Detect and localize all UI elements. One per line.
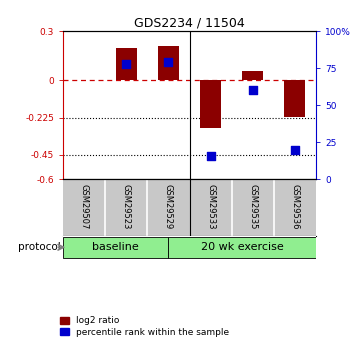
Text: GSM29523: GSM29523 bbox=[122, 184, 131, 229]
Text: GSM29507: GSM29507 bbox=[80, 184, 89, 229]
FancyBboxPatch shape bbox=[169, 237, 316, 258]
Bar bbox=[242, 71, 263, 80]
Legend: log2 ratio, percentile rank within the sample: log2 ratio, percentile rank within the s… bbox=[61, 316, 229, 337]
Point bbox=[208, 153, 213, 158]
Text: baseline: baseline bbox=[92, 242, 139, 252]
Bar bbox=[284, 80, 305, 117]
Text: 20 wk exercise: 20 wk exercise bbox=[201, 242, 283, 252]
Text: protocol: protocol bbox=[18, 242, 61, 252]
Text: GSM29533: GSM29533 bbox=[206, 184, 215, 229]
Text: GSM29536: GSM29536 bbox=[290, 184, 299, 229]
Point bbox=[123, 61, 129, 67]
Bar bbox=[158, 46, 179, 80]
Bar bbox=[200, 80, 221, 128]
Title: GDS2234 / 11504: GDS2234 / 11504 bbox=[134, 17, 245, 30]
Point bbox=[292, 147, 298, 152]
Bar bbox=[116, 48, 137, 80]
Point bbox=[250, 88, 256, 93]
Point bbox=[166, 59, 171, 65]
Text: GSM29529: GSM29529 bbox=[164, 184, 173, 229]
Text: GSM29535: GSM29535 bbox=[248, 184, 257, 229]
FancyBboxPatch shape bbox=[63, 237, 169, 258]
